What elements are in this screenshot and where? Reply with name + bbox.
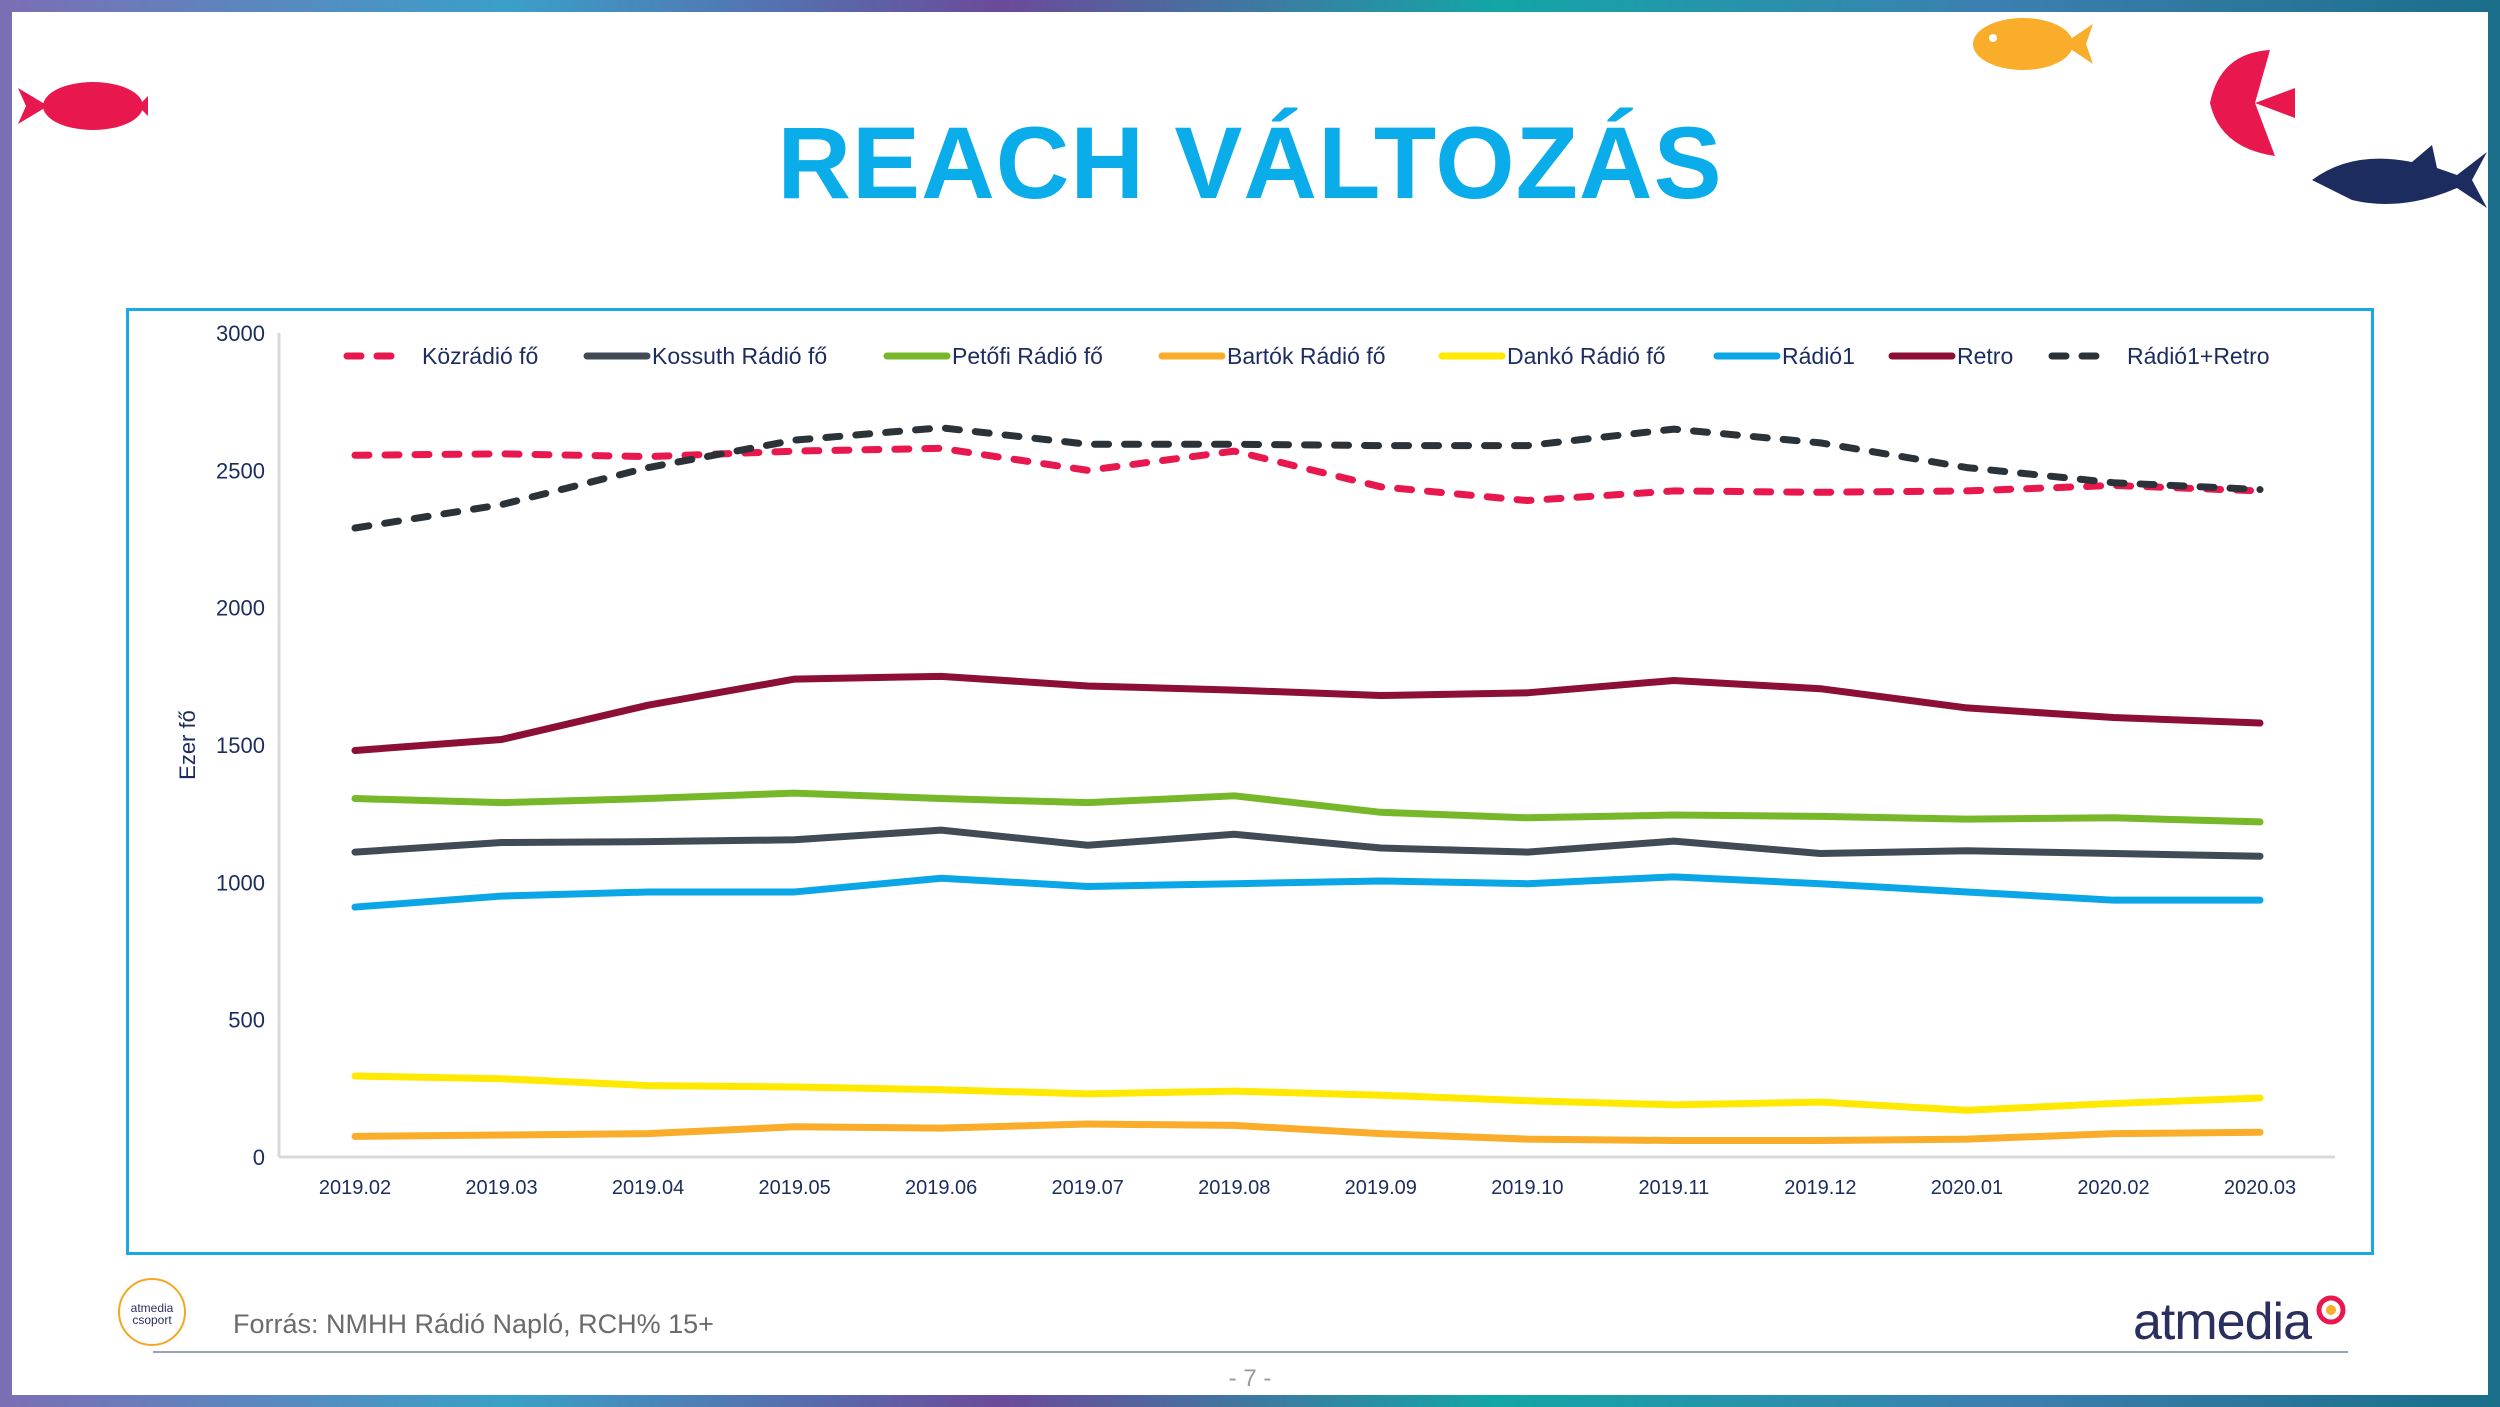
x-tick-label: 2020.01 xyxy=(1931,1177,2003,1199)
x-tick-label: 2020.02 xyxy=(2077,1177,2149,1199)
series-line-k-zr-di-f- xyxy=(351,444,2264,505)
series-line-r-di-1-retro xyxy=(351,424,2264,532)
series-line-bart-k-r-di-f- xyxy=(351,1120,2264,1145)
x-tick-label: 2019.07 xyxy=(1052,1177,1124,1199)
legend-label: Rádió1+Retro xyxy=(2127,343,2270,369)
y-tick-label: 3000 xyxy=(216,321,265,346)
atmedia-logo: atmedia xyxy=(2133,1292,2349,1352)
legend-label: Dankó Rádió fő xyxy=(1507,343,1666,369)
y-tick-label: 2000 xyxy=(216,596,265,621)
atmedia-csoport-logo: atmedia csoport xyxy=(118,1278,186,1346)
chart-container: 0 500 1000 1500 2000 2500 3000 2019.02 2019.03 20… xyxy=(126,308,2374,1255)
slide-title: REACH VÁLTOZÁS xyxy=(777,106,1723,220)
logo-left-text: atmedia csoport xyxy=(130,1301,174,1327)
x-tick-label: 2019.04 xyxy=(612,1177,684,1199)
x-tick-label: 2019.12 xyxy=(1784,1177,1856,1199)
line-chart: 0 500 1000 1500 2000 2500 3000 2019.02 2019.03 20… xyxy=(175,321,2335,1199)
x-tick-label: 2019.09 xyxy=(1345,1177,1417,1199)
y-tick-label: 2500 xyxy=(216,458,265,483)
series-line-pet-fi-r-di-f- xyxy=(351,789,2264,826)
x-tick-label: 2020.03 xyxy=(2224,1177,2296,1199)
x-tick-label: 2019.06 xyxy=(905,1177,977,1199)
series-line-kossuth-r-di-f- xyxy=(351,826,2264,860)
x-tick-label: 2019.05 xyxy=(758,1177,830,1199)
source-note: Forrás: NMHH Rádió Napló, RCH% 15+ xyxy=(233,1309,714,1339)
y-tick-label: 1000 xyxy=(216,870,265,895)
y-tick-label: 500 xyxy=(228,1008,265,1033)
fish-navy-icon xyxy=(2312,145,2487,208)
legend-label: Bartók Rádió fő xyxy=(1227,343,1386,369)
fish-orange-icon xyxy=(1973,18,2093,70)
x-tick-label: 2019.03 xyxy=(465,1177,537,1199)
logo-right-text: atmedia xyxy=(2133,1293,2312,1351)
series-line-r-di-1 xyxy=(351,873,2264,911)
legend-label: Retro xyxy=(1957,343,2013,369)
legend-label: Rádió1 xyxy=(1782,343,1855,369)
fish-red-left-icon xyxy=(18,82,148,130)
x-tick-label: 2019.10 xyxy=(1491,1177,1563,1199)
x-tick-label: 2019.08 xyxy=(1198,1177,1270,1199)
footer-divider xyxy=(153,1351,2348,1353)
legend-label: Kossuth Rádió fő xyxy=(652,343,827,369)
legend-label: Közrádió fő xyxy=(422,343,538,369)
x-tick-label: 2019.02 xyxy=(319,1177,391,1199)
y-axis-label: Ezer fő xyxy=(175,710,200,780)
legend-label: Petőfi Rádió fő xyxy=(952,343,1103,369)
x-tick-label: 2019.11 xyxy=(1638,1177,1709,1199)
y-tick-label: 0 xyxy=(253,1145,265,1170)
logo-swirl-icon xyxy=(2316,1295,2346,1325)
series-line-dank-r-di-f- xyxy=(351,1072,2264,1114)
y-tick-label: 1500 xyxy=(216,733,265,758)
fish-angelfish-icon xyxy=(2210,50,2295,156)
series-line-retro xyxy=(351,672,2264,754)
page-number: - 7 - xyxy=(1228,1365,1272,1392)
